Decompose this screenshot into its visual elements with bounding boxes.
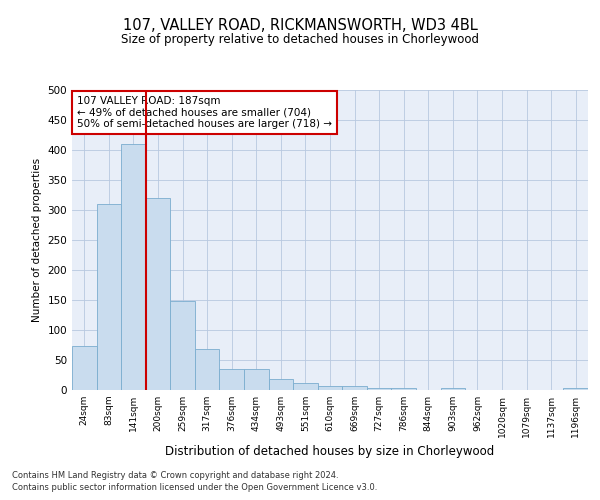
- Bar: [318, 386, 342, 390]
- Bar: [440, 388, 465, 390]
- Bar: [244, 369, 269, 390]
- Bar: [146, 198, 170, 390]
- Bar: [269, 379, 293, 390]
- Bar: [170, 301, 195, 390]
- Bar: [342, 386, 367, 390]
- X-axis label: Distribution of detached houses by size in Chorleywood: Distribution of detached houses by size …: [166, 446, 494, 458]
- Bar: [195, 349, 220, 390]
- Text: 107 VALLEY ROAD: 187sqm
← 49% of detached houses are smaller (704)
50% of semi-d: 107 VALLEY ROAD: 187sqm ← 49% of detache…: [77, 96, 332, 129]
- Bar: [293, 384, 318, 390]
- Bar: [220, 369, 244, 390]
- Bar: [367, 388, 391, 390]
- Text: Size of property relative to detached houses in Chorleywood: Size of property relative to detached ho…: [121, 32, 479, 46]
- Y-axis label: Number of detached properties: Number of detached properties: [32, 158, 42, 322]
- Text: Contains public sector information licensed under the Open Government Licence v3: Contains public sector information licen…: [12, 484, 377, 492]
- Bar: [72, 346, 97, 390]
- Text: Contains HM Land Registry data © Crown copyright and database right 2024.: Contains HM Land Registry data © Crown c…: [12, 471, 338, 480]
- Bar: [563, 388, 588, 390]
- Bar: [97, 204, 121, 390]
- Bar: [391, 388, 416, 390]
- Bar: [121, 144, 146, 390]
- Text: 107, VALLEY ROAD, RICKMANSWORTH, WD3 4BL: 107, VALLEY ROAD, RICKMANSWORTH, WD3 4BL: [122, 18, 478, 32]
